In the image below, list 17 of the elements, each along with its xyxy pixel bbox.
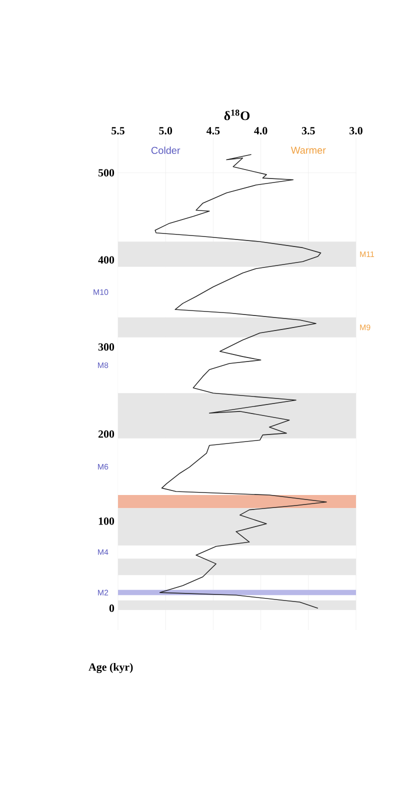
x-tick-label: 3.5 (302, 127, 315, 134)
y-tick-label: 200 (98, 430, 114, 438)
y-tick-label: 300 (98, 343, 114, 351)
y-tick-label: 500 (98, 169, 114, 177)
x-tick-label: 3.0 (350, 127, 362, 134)
line-series (154, 154, 327, 609)
x-tick-label: 4.0 (254, 127, 268, 134)
y-tick-label: 400 (98, 256, 114, 264)
x-tick-label: 5.5 (112, 127, 124, 134)
x-tick-label: 4.5 (206, 127, 220, 134)
annotation: Warmer (290, 146, 326, 154)
y-axis-title: Age (kyr) (88, 663, 133, 674)
annotation: Colder (151, 146, 180, 154)
y-tick-label: 0 (109, 604, 114, 612)
y-tick-label: 100 (98, 517, 114, 525)
x-tick-label: 5.0 (159, 127, 172, 134)
x-axis-title: δ$^{18}$O (224, 110, 250, 120)
